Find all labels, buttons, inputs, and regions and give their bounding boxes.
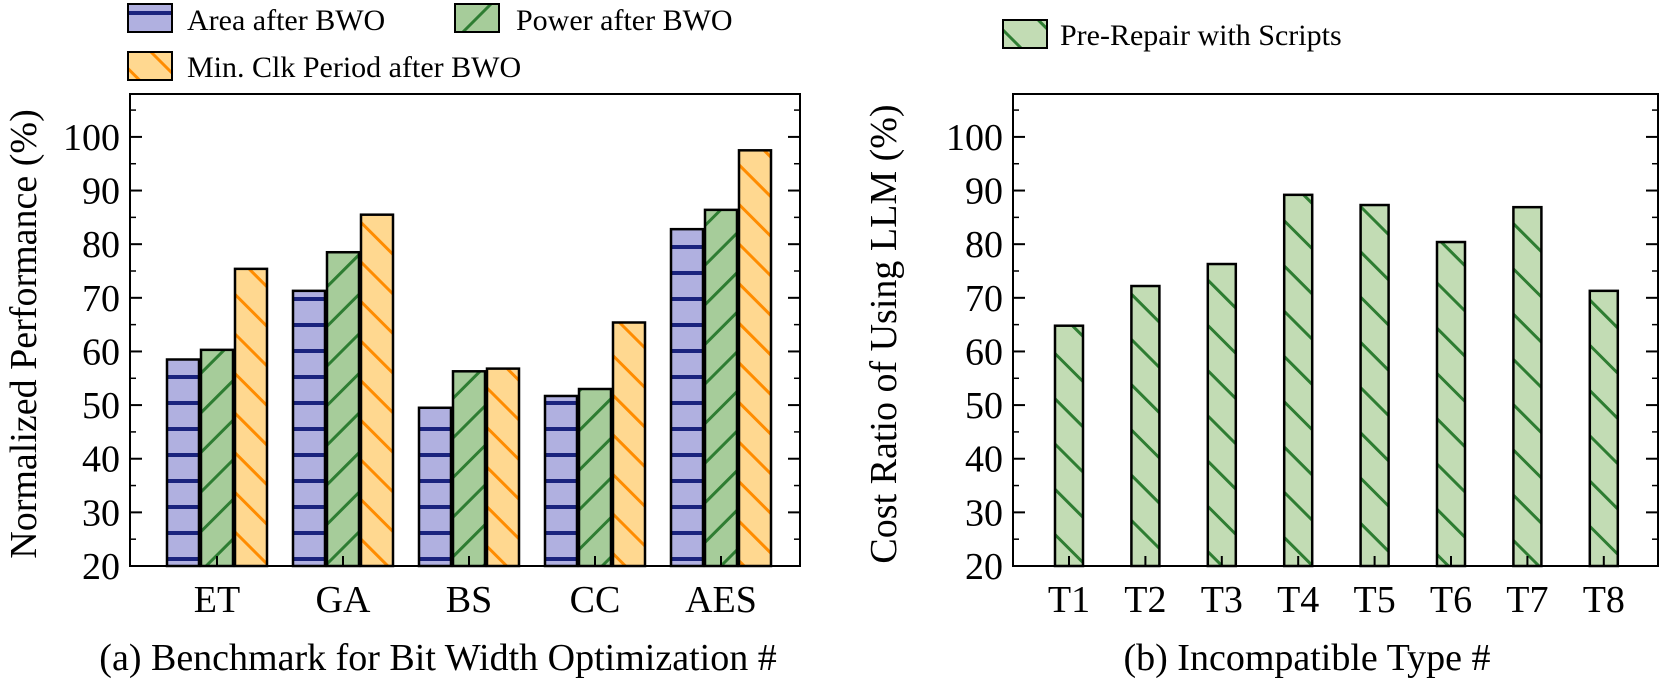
bar-ga-area-after-bwo	[291, 289, 327, 568]
legend-a: Area after BWO Power after BWO Min. Clk …	[127, 3, 733, 84]
bar-et-min-clk-period-after-bwo	[233, 267, 269, 568]
legend-item-prerepair: Pre-Repair with Scripts	[1002, 19, 1342, 52]
bar-t7-pre-repair-with-scripts	[1512, 205, 1543, 568]
x-tick-label-aes: AES	[685, 579, 757, 621]
legend-item-area: Area after BWO	[127, 3, 385, 37]
legend-label-power: Power after BWO	[516, 4, 733, 37]
x-tick-label-t6: T6	[1430, 579, 1472, 621]
plot-frame-a	[129, 93, 801, 567]
x-tick-label-ga: GA	[316, 579, 371, 621]
legend-swatch-clk	[127, 51, 173, 81]
y-axis-a: 20 30 40 50 60 70 80 90 100	[63, 109, 800, 588]
y-tick-label: 90	[965, 171, 1003, 213]
legend-swatch-power	[454, 3, 500, 33]
x-axis-a: ET GA BS CC AES	[194, 556, 757, 621]
bar-aes-min-clk-period-after-bwo	[737, 149, 773, 568]
bar-et-area-after-bwo	[165, 358, 201, 568]
y-axis-label-a: Normalized Performance (%)	[3, 109, 45, 558]
legend-swatch-area	[127, 3, 173, 33]
x-tick-label-t1: T1	[1048, 579, 1090, 621]
y-tick-label: 40	[965, 439, 1003, 481]
bar-bs-power-after-bwo	[451, 370, 487, 568]
bar-ga-power-after-bwo	[325, 250, 361, 568]
bar-t2-pre-repair-with-scripts	[1130, 284, 1161, 568]
y-tick-label: 40	[82, 439, 120, 481]
x-tick-label-t3: T3	[1201, 579, 1243, 621]
x-tick-label-cc: CC	[570, 579, 621, 621]
y-tick-label: 90	[82, 171, 120, 213]
y-tick-label: 80	[965, 224, 1003, 266]
y-axis-label-b: Cost Ratio of Using LLM (%)	[863, 104, 905, 563]
x-axis-label-b: (b) Incompatible Type #	[1123, 637, 1490, 679]
x-axis-b: T1 T2 T3 T4 T5 T6 T7 T8	[1048, 556, 1625, 621]
legend-item-clk: Min. Clk Period after BWO	[127, 51, 521, 84]
y-tick-label: 20	[965, 546, 1003, 588]
bars-b	[1053, 193, 1620, 568]
y-tick-label: 30	[965, 492, 1003, 534]
y-tick-label: 50	[965, 385, 1003, 427]
bar-t1-pre-repair-with-scripts	[1053, 324, 1085, 568]
bar-bs-min-clk-period-after-bwo	[485, 367, 521, 568]
bar-cc-power-after-bwo	[577, 387, 613, 568]
y-tick-label: 60	[965, 331, 1003, 373]
bar-et-power-after-bwo	[199, 348, 235, 568]
bar-cc-min-clk-period-after-bwo	[611, 321, 647, 568]
legend-swatch-prerepair	[1002, 19, 1048, 49]
x-tick-label-et: ET	[194, 579, 240, 621]
bar-t6-pre-repair-with-scripts	[1435, 240, 1467, 568]
legend-item-power: Power after BWO	[454, 3, 733, 37]
y-tick-label: 100	[63, 117, 120, 159]
y-tick-label: 70	[965, 278, 1003, 320]
bar-bs-area-after-bwo	[417, 406, 453, 568]
y-tick-label: 50	[82, 385, 120, 427]
y-axis-b: 20 30 40 50 60 70 80 90 100	[946, 109, 1658, 588]
legend-b: Pre-Repair with Scripts	[1002, 19, 1342, 52]
x-tick-label-t8: T8	[1583, 579, 1625, 621]
y-tick-label: 70	[82, 278, 120, 320]
legend-label-prerepair: Pre-Repair with Scripts	[1060, 19, 1342, 52]
panel-b: Pre-Repair with Scripts 20 30 40 50 60 70 80 90…	[863, 19, 1659, 679]
bar-aes-power-after-bwo	[703, 208, 739, 568]
bars-a	[165, 149, 773, 568]
x-tick-label-t2: T2	[1124, 579, 1166, 621]
legend-label-clk: Min. Clk Period after BWO	[187, 51, 521, 84]
y-tick-label: 60	[82, 331, 120, 373]
legend-label-area: Area after BWO	[187, 4, 385, 37]
plot-frame-b	[1012, 93, 1659, 567]
x-tick-label-t7: T7	[1506, 579, 1548, 621]
y-tick-label: 30	[82, 492, 120, 534]
y-tick-label: 20	[82, 546, 120, 588]
x-tick-label-bs: BS	[446, 579, 492, 621]
bar-cc-area-after-bwo	[543, 394, 579, 568]
x-axis-label-a: (a) Benchmark for Bit Width Optimization…	[99, 637, 776, 679]
y-tick-label: 100	[946, 117, 1003, 159]
x-tick-label-t4: T4	[1277, 579, 1319, 621]
bar-ga-min-clk-period-after-bwo	[359, 213, 395, 568]
bar-t4-pre-repair-with-scripts	[1282, 193, 1314, 568]
bar-t3-pre-repair-with-scripts	[1206, 262, 1238, 568]
bar-t5-pre-repair-with-scripts	[1359, 203, 1390, 568]
bar-t8-pre-repair-with-scripts	[1588, 289, 1620, 568]
x-tick-label-t5: T5	[1353, 579, 1395, 621]
y-tick-label: 80	[82, 224, 120, 266]
bar-aes-area-after-bwo	[669, 227, 705, 568]
panel-a: Area after BWO Power after BWO Min. Clk …	[3, 3, 801, 679]
